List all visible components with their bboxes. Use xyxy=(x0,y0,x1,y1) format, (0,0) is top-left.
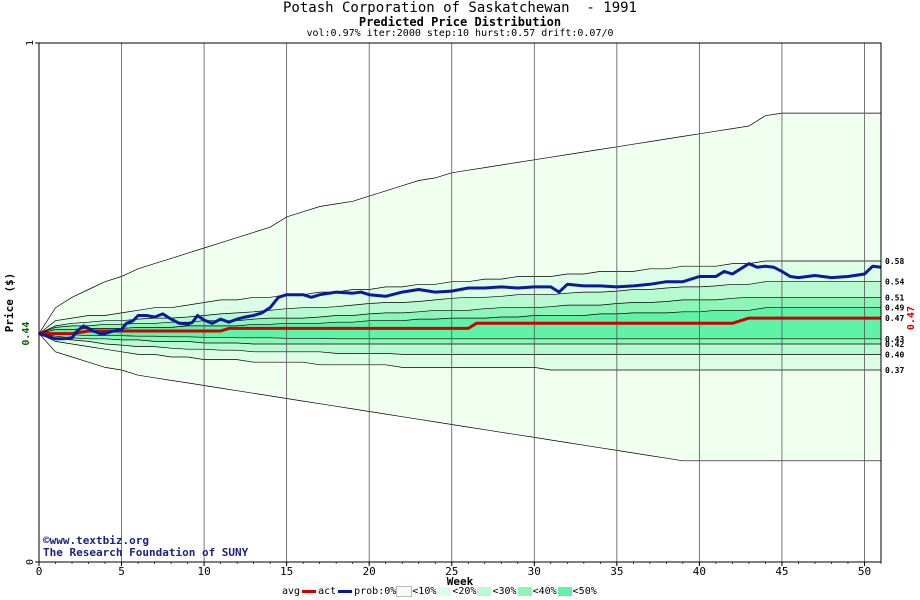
x-tick-label-30: 30 xyxy=(528,565,541,578)
legend-band30-label: <30% xyxy=(492,586,517,597)
legend-prob-label: prob:0% xyxy=(354,586,397,597)
y-tick-label-1: 1 xyxy=(25,40,36,46)
x-tick-label-10: 10 xyxy=(197,565,210,578)
x-tick-label-5: 5 xyxy=(118,565,125,578)
chart-params: vol:0.97% iter:2000 step:10 hurst:0.57 d… xyxy=(306,28,614,39)
x-tick-label-0: 0 xyxy=(36,565,43,578)
chart-subtitle: Predicted Price Distribution xyxy=(358,15,562,29)
legend-band20-swatch xyxy=(437,587,452,596)
legend-avg-swatch xyxy=(302,590,317,593)
legend-act-swatch xyxy=(338,590,353,593)
legend-avg-label: avg xyxy=(282,586,301,597)
legend-band20-label: <20% xyxy=(452,586,477,597)
legend-band40-swatch xyxy=(517,587,532,596)
right-price-label: 0.47 xyxy=(885,314,904,323)
x-tick-label-50: 50 xyxy=(858,565,871,578)
x-tick-label-35: 35 xyxy=(610,565,623,578)
x-tick-label-15: 15 xyxy=(280,565,293,578)
legend-band30-swatch xyxy=(477,587,492,596)
y-tick-label-0: 0 xyxy=(25,559,36,565)
x-tick-label-40: 40 xyxy=(693,565,706,578)
legend-band50-label: <50% xyxy=(572,586,597,597)
legend-band40-label: <40% xyxy=(532,586,557,597)
start-price-label: 0.44 xyxy=(21,322,32,346)
right-price-label: 0.40 xyxy=(885,350,904,359)
x-axis-label: Week xyxy=(447,575,474,588)
x-tick-label-25: 25 xyxy=(445,565,458,578)
legend-band10-swatch xyxy=(396,586,413,597)
act-line xyxy=(38,262,882,341)
x-tick-label-20: 20 xyxy=(363,565,376,578)
legend: avg act prob:0% <10% <20% <30% <40% <50% xyxy=(282,586,597,597)
legend-band50-swatch xyxy=(557,587,572,596)
plot-frame xyxy=(38,42,882,563)
right-price-label: 0.51 xyxy=(885,293,904,302)
right-price-label: 0.49 xyxy=(885,304,904,313)
legend-act-label: act xyxy=(318,586,337,597)
right-price-label: 0.37 xyxy=(885,366,904,375)
end-avg-label: 0.47 xyxy=(906,306,917,330)
right-price-label: 0.58 xyxy=(885,257,904,266)
credit-org: The Research Foundation of SUNY xyxy=(43,546,249,559)
x-tick-label-45: 45 xyxy=(775,565,788,578)
legend-band10-label: <10% xyxy=(412,586,437,597)
right-price-label: 0.42 xyxy=(885,340,904,349)
right-price-label: 0.43 xyxy=(885,335,904,344)
right-price-label: 0.54 xyxy=(885,278,904,287)
chart-title: Potash Corporation of Saskatchewan - 199… xyxy=(282,0,637,16)
credit-site: ©www.textbiz.org xyxy=(43,534,149,547)
y-axis-label: Price ($) xyxy=(3,273,16,333)
